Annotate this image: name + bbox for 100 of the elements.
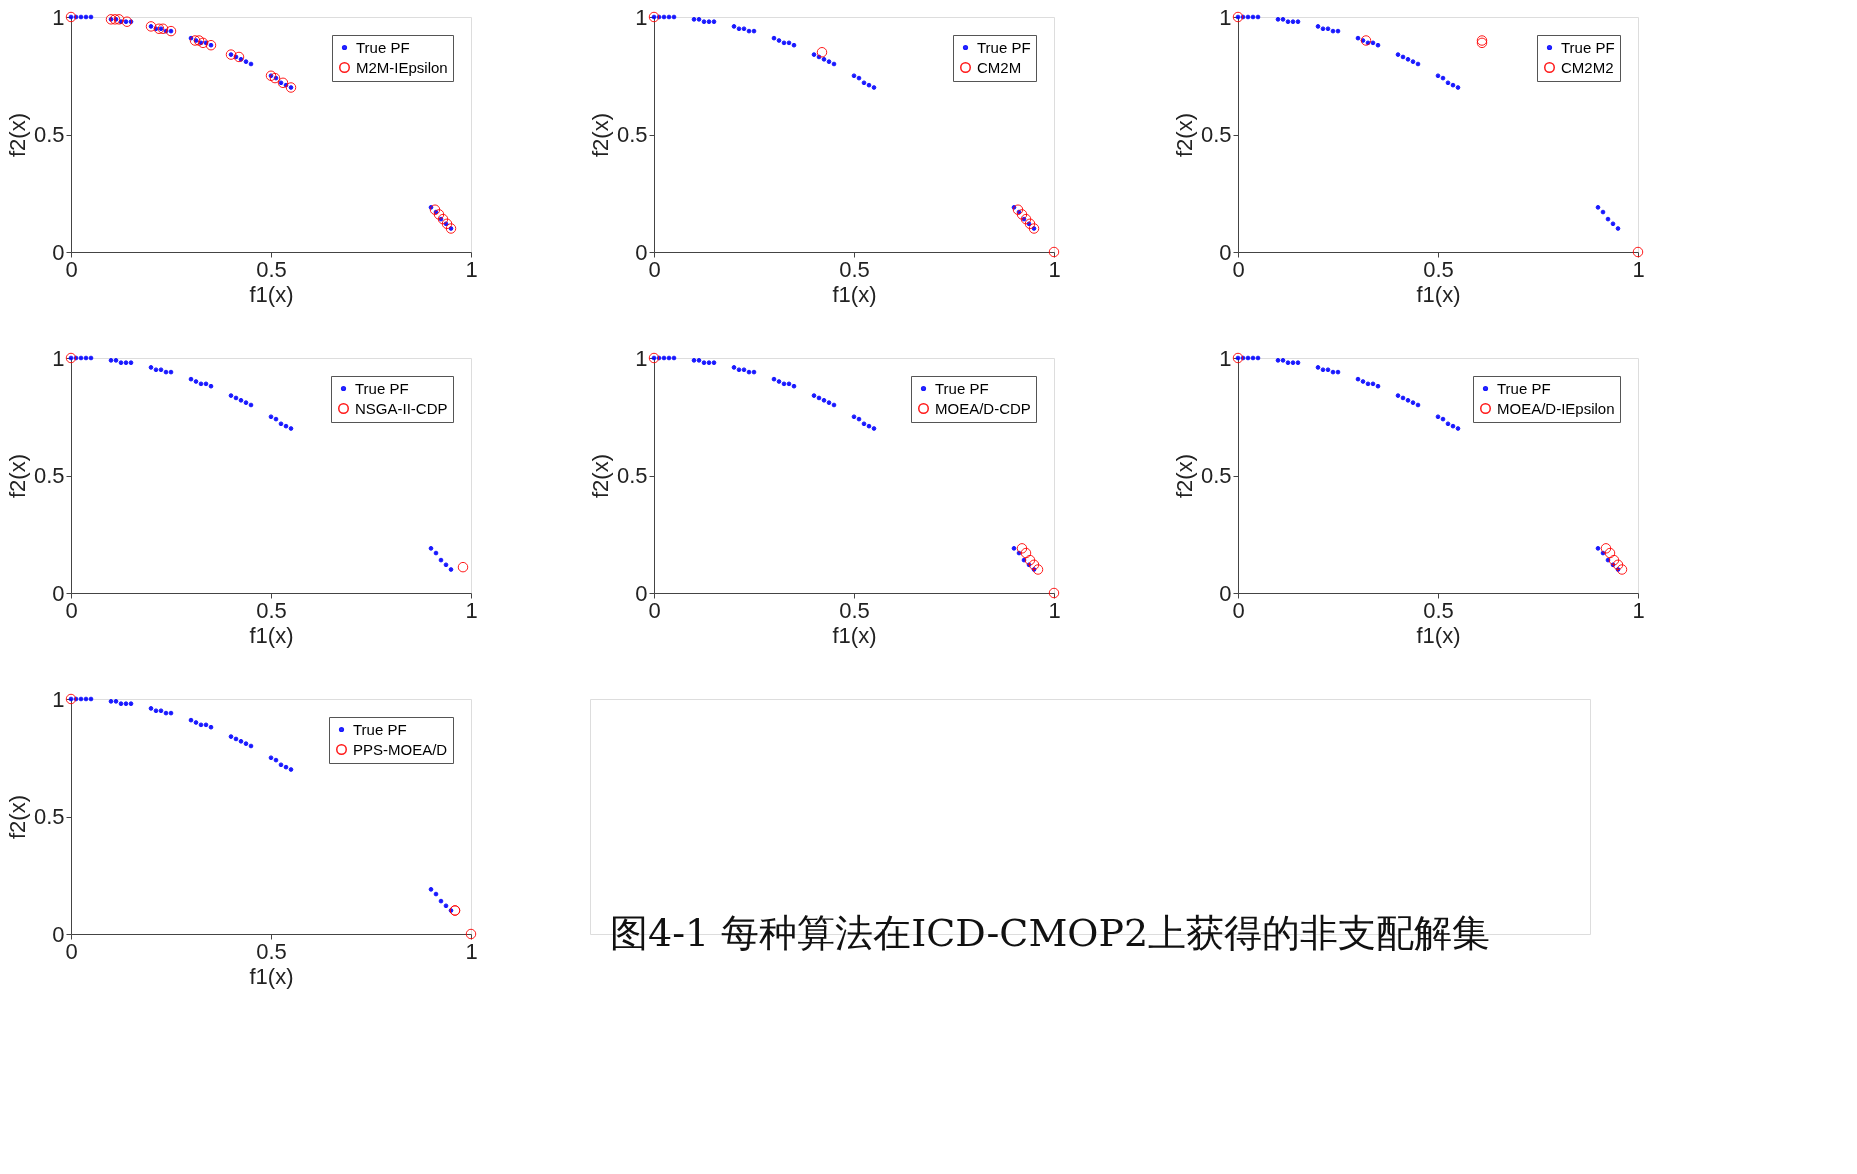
point (816, 47, 828, 58)
point (83, 355, 89, 361)
point (1028, 559, 1040, 571)
point (701, 19, 707, 25)
y-axis-title: f2(x) (1171, 113, 1197, 157)
point (438, 557, 444, 563)
x-axis-title: f1(x) (249, 281, 294, 307)
x-tick-label: 1 (1048, 597, 1061, 623)
point (711, 19, 717, 25)
point (168, 710, 174, 716)
point (1608, 554, 1620, 566)
point (776, 379, 782, 384)
point (1405, 56, 1411, 62)
point (273, 757, 279, 763)
point (666, 355, 672, 361)
point (866, 82, 872, 88)
legend-label: True PF (355, 379, 409, 397)
point (78, 14, 84, 20)
point (1024, 218, 1036, 230)
point (238, 397, 244, 403)
point (751, 369, 757, 375)
y-axis-title: f2(x) (4, 113, 30, 157)
point (158, 708, 164, 714)
point (851, 414, 857, 420)
point (1370, 40, 1376, 46)
y-tick-label: 1 (52, 686, 65, 712)
point (448, 908, 454, 913)
point (1016, 543, 1028, 554)
point (1360, 379, 1366, 384)
point (691, 357, 697, 363)
point (816, 395, 822, 401)
y-tick-label: 0 (1219, 239, 1232, 265)
point (1445, 80, 1451, 86)
point (1315, 365, 1321, 370)
point (248, 61, 254, 67)
point (671, 355, 677, 361)
point (163, 369, 169, 375)
point (861, 80, 867, 86)
point (1395, 52, 1401, 57)
y-tick-label: 1 (635, 4, 648, 30)
point (831, 61, 837, 67)
point (1012, 204, 1024, 215)
point (113, 14, 125, 25)
legend-label: NSGA-II-CDP (355, 399, 448, 417)
point (746, 28, 752, 34)
point (1280, 357, 1286, 363)
y-tick-label: 1 (52, 4, 65, 30)
point (1410, 400, 1416, 406)
point (248, 743, 254, 749)
legend-label: True PF (977, 38, 1031, 56)
x-axis-title: f1(x) (832, 622, 877, 648)
point (441, 218, 453, 230)
point (238, 738, 244, 744)
point (128, 701, 134, 707)
point (1335, 369, 1341, 375)
point (78, 696, 84, 702)
point (811, 52, 817, 57)
point (861, 421, 867, 427)
point (1315, 24, 1321, 29)
point (189, 35, 201, 46)
point (826, 400, 832, 406)
point (288, 767, 294, 772)
point (731, 24, 737, 29)
point (429, 204, 441, 215)
point (696, 16, 702, 22)
caption: 图4-1 每种算法在ICD-CMOP2上获得的非支配解集 (610, 911, 1491, 955)
point (856, 416, 862, 422)
y-tick-label: 0.5 (33, 804, 65, 829)
point (1600, 209, 1606, 215)
y-tick-label: 0.5 (33, 122, 65, 147)
point (1435, 73, 1441, 79)
legend-label: MOEA/D-CDP (935, 399, 1031, 417)
point (1415, 61, 1421, 67)
point (278, 762, 284, 768)
point (121, 16, 133, 27)
point (1450, 82, 1456, 88)
y-tick-label: 0 (52, 921, 65, 947)
point (193, 35, 205, 46)
point (113, 698, 119, 704)
point (856, 75, 862, 81)
y-tick-label: 0.5 (1200, 122, 1232, 147)
point (696, 357, 702, 363)
point (746, 369, 752, 375)
point (851, 73, 857, 79)
point (1048, 246, 1060, 258)
point (786, 381, 792, 387)
point (1285, 360, 1291, 366)
point (1375, 42, 1381, 48)
point (711, 360, 717, 366)
point (791, 42, 797, 48)
point (1275, 357, 1281, 363)
point (1325, 367, 1331, 373)
y-axis-title: f2(x) (587, 454, 613, 498)
point (123, 360, 129, 366)
point (283, 764, 289, 770)
point (88, 14, 94, 20)
point (233, 736, 239, 742)
point (831, 402, 837, 408)
y-tick-label: 1 (635, 345, 648, 371)
point (188, 376, 194, 382)
